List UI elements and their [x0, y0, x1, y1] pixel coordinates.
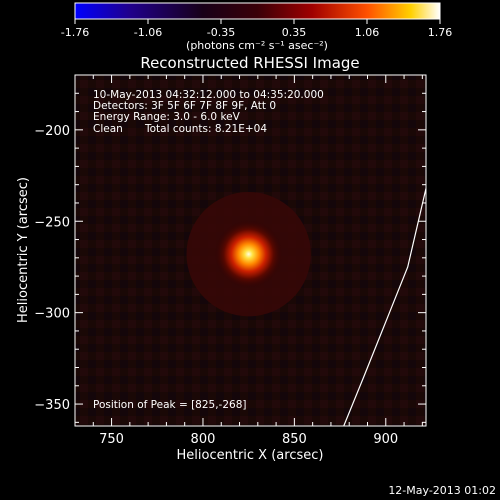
colorbar-tick-label: 1.76 [428, 26, 453, 39]
colorbar-tick-label: -0.35 [207, 26, 235, 39]
solar-limb-line [343, 188, 426, 426]
annotation-detectors: Detectors: 3F 5F 6F 7F 8F 9F, Att 0 [93, 100, 276, 112]
plot-area [75, 75, 426, 426]
x-tick-label: 850 [282, 432, 307, 447]
x-axis-label: Heliocentric X (arcsec) [177, 448, 324, 463]
x-axis-ticks: 750 800 850 900 [74, 75, 423, 447]
colorbar-tick-label: 0.35 [282, 26, 307, 39]
colorbar-ticks: -1.76 -1.06 -0.35 0.35 1.06 1.76 [61, 19, 452, 39]
annotation-counts: Total counts: 8.21E+04 [144, 123, 267, 135]
annotation-clean: Clean [93, 123, 123, 135]
annotation-energy: Energy Range: 3.0 - 6.0 keV [93, 111, 241, 123]
footer-date: 12-May-2013 01:02 [388, 484, 496, 497]
colorbar-tick-label: -1.76 [61, 26, 89, 39]
colorbar-units: (photons cm⁻² s⁻¹ asec⁻²) [186, 39, 328, 52]
flare-source [214, 219, 284, 289]
annotations: 10-May-2013 04:32:12.000 to 04:35:20.000… [93, 89, 324, 411]
colorbar-tick-label: -1.06 [134, 26, 162, 39]
y-tick-label: −350 [34, 398, 70, 413]
y-tick-label: −250 [34, 215, 70, 230]
annotation-peak: Position of Peak = [825,-268] [93, 399, 247, 411]
x-tick-label: 750 [99, 432, 124, 447]
y-axis-label: Heliocentric Y (arcsec) [16, 177, 31, 323]
y-axis-ticks: −200 −250 −300 −350 [34, 74, 426, 423]
y-tick-label: −200 [34, 124, 70, 139]
x-tick-label: 800 [191, 432, 216, 447]
annotation-time: 10-May-2013 04:32:12.000 to 04:35:20.000 [93, 89, 324, 101]
colorbar-tick-label: 1.06 [355, 26, 380, 39]
y-tick-label: −300 [34, 307, 70, 322]
plot-frame [74, 74, 427, 427]
x-tick-label: 900 [373, 432, 398, 447]
colorbar: -1.76 -1.06 -0.35 0.35 1.06 1.76 (photons cm⁻… [61, 2, 452, 52]
chart-title: Reconstructed RHESSI Image [140, 54, 359, 72]
colorbar-gradient [74, 2, 441, 20]
